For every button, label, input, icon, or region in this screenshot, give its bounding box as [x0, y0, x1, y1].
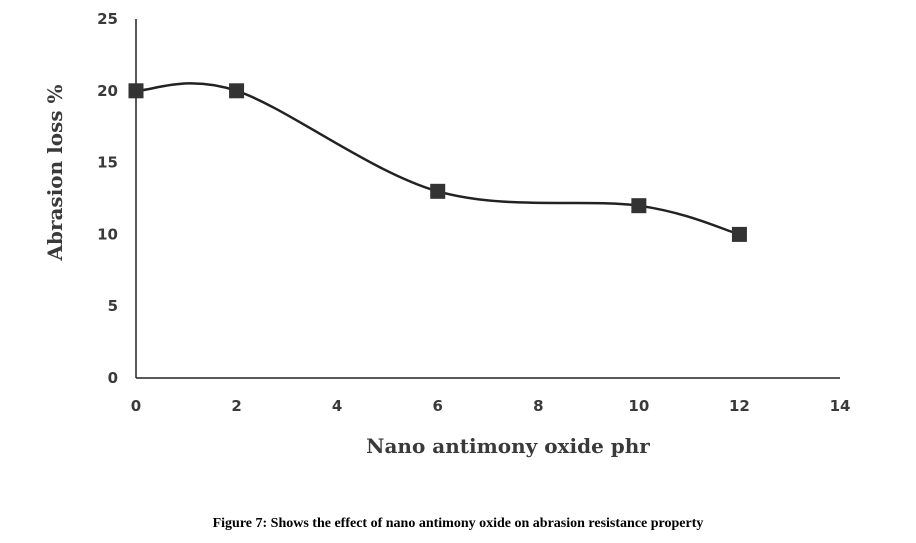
data-point-marker — [430, 183, 446, 199]
y-axis-ticks: 0 5 10 15 20 25 — [97, 10, 118, 387]
data-point-marker — [229, 83, 245, 99]
y-tick-label: 0 — [108, 369, 118, 387]
y-tick-label: 20 — [97, 82, 118, 100]
x-axis-ticks: 0 2 4 6 8 10 12 14 — [131, 397, 851, 415]
x-tick-label: 12 — [729, 397, 750, 415]
data-point-marker — [731, 226, 747, 242]
x-tick-label: 4 — [332, 397, 342, 415]
y-tick-label: 25 — [97, 10, 118, 28]
y-tick-label: 15 — [97, 154, 118, 172]
x-axis-title: Nano antimony oxide phr — [366, 434, 650, 458]
x-tick-label: 0 — [131, 397, 141, 415]
y-axis-title: Abrasion loss % — [43, 84, 67, 261]
figure-caption: Figure 7: Shows the effect of nano antim… — [212, 516, 704, 531]
x-tick-label: 10 — [628, 397, 649, 415]
x-tick-label: 6 — [432, 397, 442, 415]
x-tick-label: 8 — [533, 397, 543, 415]
data-point-marker — [128, 83, 144, 99]
y-tick-label: 5 — [108, 297, 118, 315]
data-point-marker — [631, 198, 647, 214]
series-line — [135, 82, 740, 236]
x-tick-label: 2 — [231, 397, 241, 415]
y-tick-label: 10 — [97, 225, 118, 243]
series-markers — [128, 83, 747, 242]
x-tick-label: 14 — [830, 397, 851, 415]
